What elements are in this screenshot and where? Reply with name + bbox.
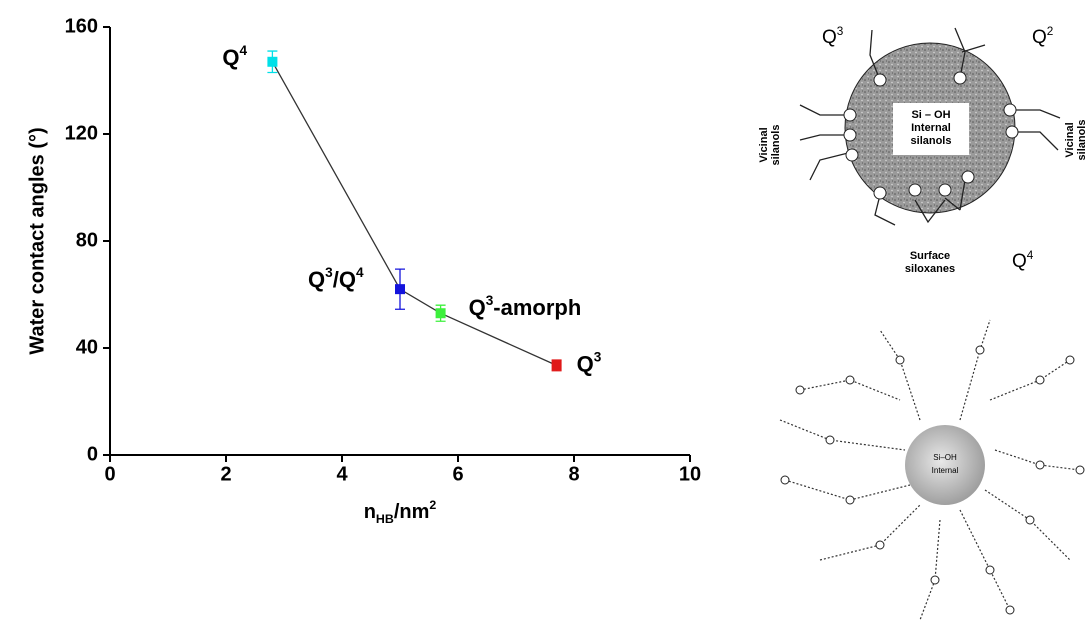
point-annotation-part: Q — [469, 295, 486, 320]
x-axis-label-part: HB — [376, 512, 394, 526]
x-axis-label-part: n — [364, 501, 376, 523]
surface-label: Surface — [910, 250, 950, 262]
data-point — [551, 360, 562, 371]
q-label: Q3 — [822, 25, 844, 48]
q-label-part: Q — [1012, 251, 1027, 272]
x-tick-label: 0 — [104, 463, 115, 485]
data-point — [395, 284, 405, 295]
q-label-part: 3 — [837, 25, 844, 38]
center-label: Si–OH — [933, 453, 957, 462]
label-box — [893, 103, 969, 155]
x-axis-label-part: 2 — [429, 498, 436, 512]
data-point — [267, 56, 278, 67]
x-axis-label: nHB/nm2 — [364, 498, 437, 526]
point-annotation: Q3-amorph — [469, 293, 582, 320]
point-annotation-part: /Q — [333, 267, 356, 292]
point-annotation-part: 3 — [486, 293, 494, 308]
q-label-part: Q — [822, 27, 837, 48]
point-annotation-part: Q — [222, 45, 239, 70]
q-label-part: 2 — [1047, 25, 1054, 38]
center-label: Internal — [932, 466, 959, 475]
y-tick-label: 80 — [76, 229, 98, 251]
point-annotation-part: Q — [577, 351, 594, 376]
q-label: Q2 — [1032, 25, 1053, 48]
vicinal-label: Vicinal — [1064, 122, 1076, 157]
particle — [905, 425, 985, 505]
silica-particle — [799, 27, 1061, 226]
point-annotation-part: 3 — [325, 265, 333, 280]
vicinal-label: silanols — [770, 125, 782, 166]
q-label: Q4 — [1012, 249, 1034, 272]
point-annotation-part: -amorph — [493, 295, 581, 320]
point-annotation: Q4 — [222, 43, 247, 70]
bonds — [799, 27, 1061, 226]
y-tick-label: 160 — [65, 15, 98, 37]
x-axis-label-part: /nm — [394, 501, 430, 523]
center-label: silanols — [911, 135, 952, 147]
water-molecules — [780, 345, 1085, 615]
center-label: Si – OH — [911, 109, 950, 121]
y-tick-label: 0 — [87, 443, 98, 465]
surface-label: siloxanes — [905, 263, 955, 275]
y-tick-label: 40 — [76, 336, 98, 358]
point-annotation-part: 4 — [240, 43, 248, 58]
y-tick-label: 120 — [65, 122, 98, 144]
point-annotation-part: 3 — [594, 349, 602, 364]
q-label-part: Q — [1032, 27, 1047, 48]
x-tick-label: 10 — [679, 463, 701, 485]
point-annotation-part: Q — [308, 267, 325, 292]
hydrated-particle — [779, 319, 1085, 621]
point-annotation: Q3 — [577, 349, 602, 376]
chart: 0 40 80 120 160 0 2 4 6 8 10 Water contact angles (… — [26, 15, 701, 526]
x-tick-label: 8 — [568, 463, 579, 485]
x-tick-label: 2 — [220, 463, 231, 485]
x-tick-label: 6 — [452, 463, 463, 485]
vicinal-label: Vicinal — [758, 127, 770, 162]
data-line — [271, 61, 557, 366]
atoms — [843, 71, 1019, 200]
point-annotation: Q3/Q4 — [308, 265, 364, 292]
center-label: Internal — [911, 122, 951, 134]
data-point — [435, 308, 446, 319]
x-tick-label: 4 — [336, 463, 348, 485]
point-annotation-part: 4 — [356, 265, 364, 280]
q-label-part: 4 — [1027, 249, 1034, 262]
vicinal-label: silanols — [1076, 120, 1088, 161]
y-axis-label: Water contact angles (°) — [26, 127, 48, 354]
